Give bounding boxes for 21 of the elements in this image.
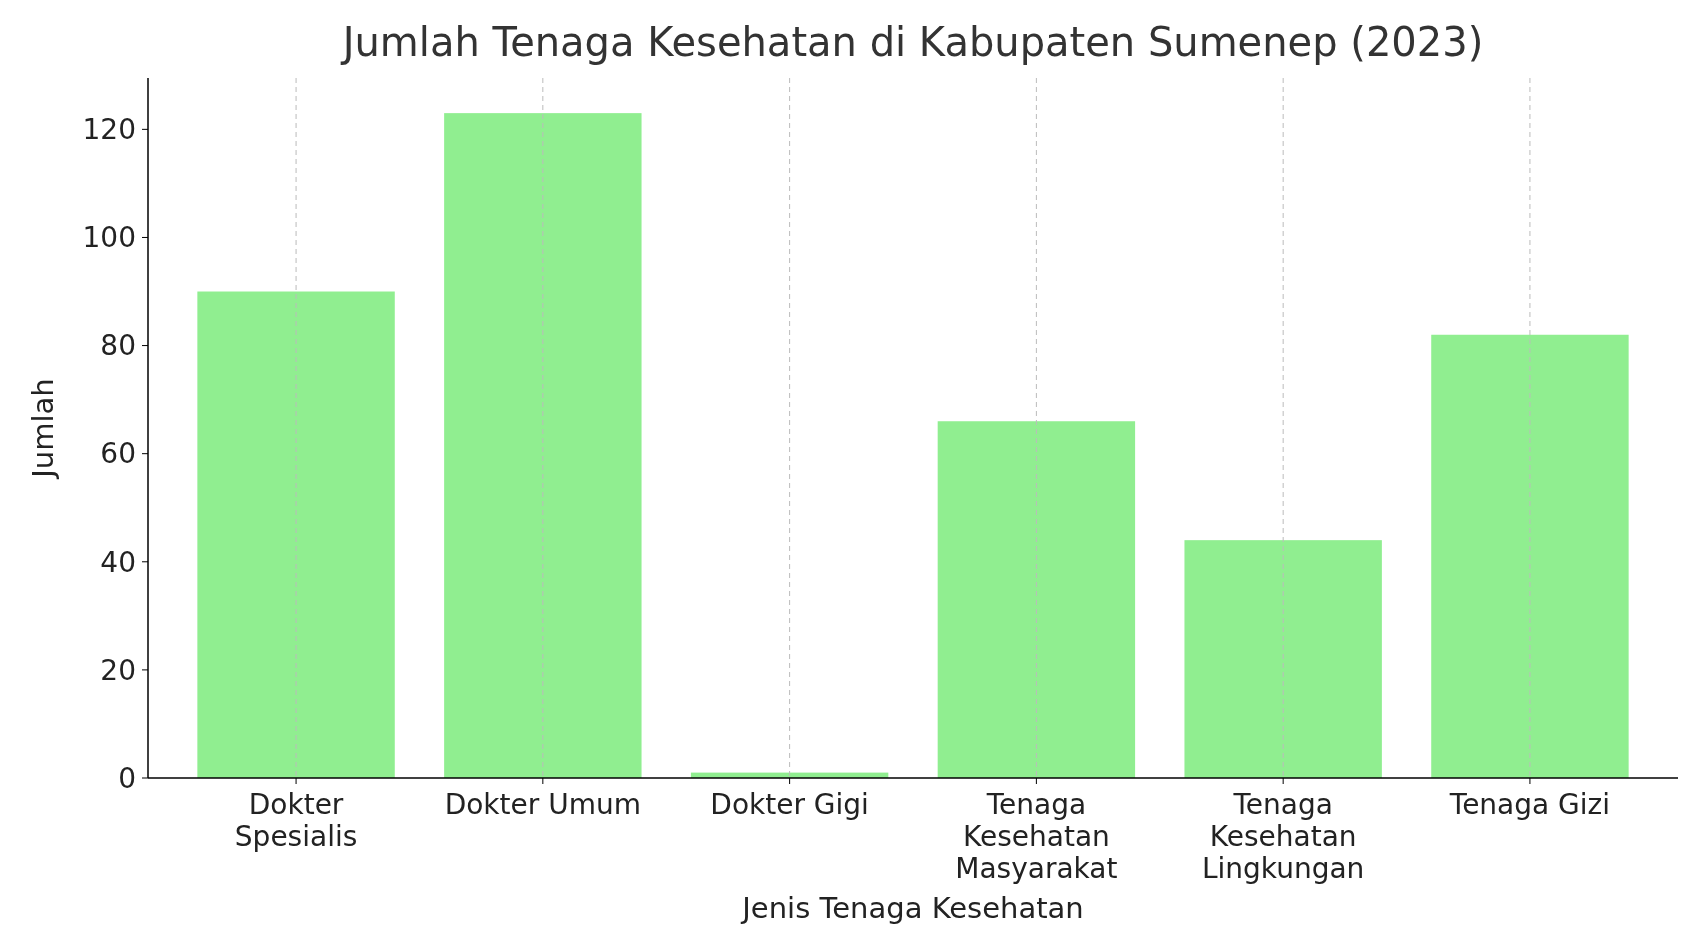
x-axis-title: Jenis Tenaga Kesehatan bbox=[740, 891, 1084, 925]
x-tick-label: Dokter Gigi bbox=[710, 788, 869, 821]
bar bbox=[197, 291, 395, 778]
y-axis-title: Jumlah bbox=[26, 378, 60, 480]
bar bbox=[1431, 334, 1629, 778]
y-tick-label: 40 bbox=[100, 545, 136, 579]
y-tick-label: 60 bbox=[100, 437, 136, 471]
y-tick-label: 80 bbox=[100, 329, 136, 363]
y-tick-label: 0 bbox=[118, 761, 136, 795]
y-tick-label: 100 bbox=[82, 221, 136, 255]
bar bbox=[1184, 540, 1382, 778]
x-tick-label: Dokter Umum bbox=[444, 788, 641, 821]
x-tick-label: Tenaga Gizi bbox=[1448, 788, 1611, 821]
y-tick-label: 20 bbox=[100, 653, 136, 687]
bar bbox=[444, 113, 642, 778]
x-tick-label: Tenaga Kesehatan Lingkungan bbox=[1201, 788, 1365, 885]
y-tick-label: 120 bbox=[82, 113, 136, 147]
bar bbox=[937, 421, 1136, 778]
x-tick-label: Dokter Spesialis bbox=[234, 788, 358, 853]
x-tick-label: Tenaga Kesehatan Masyarakat bbox=[955, 788, 1118, 885]
chart-title: Jumlah Tenaga Kesehatan di Kabupaten Sumenep (2023) bbox=[339, 19, 1484, 65]
